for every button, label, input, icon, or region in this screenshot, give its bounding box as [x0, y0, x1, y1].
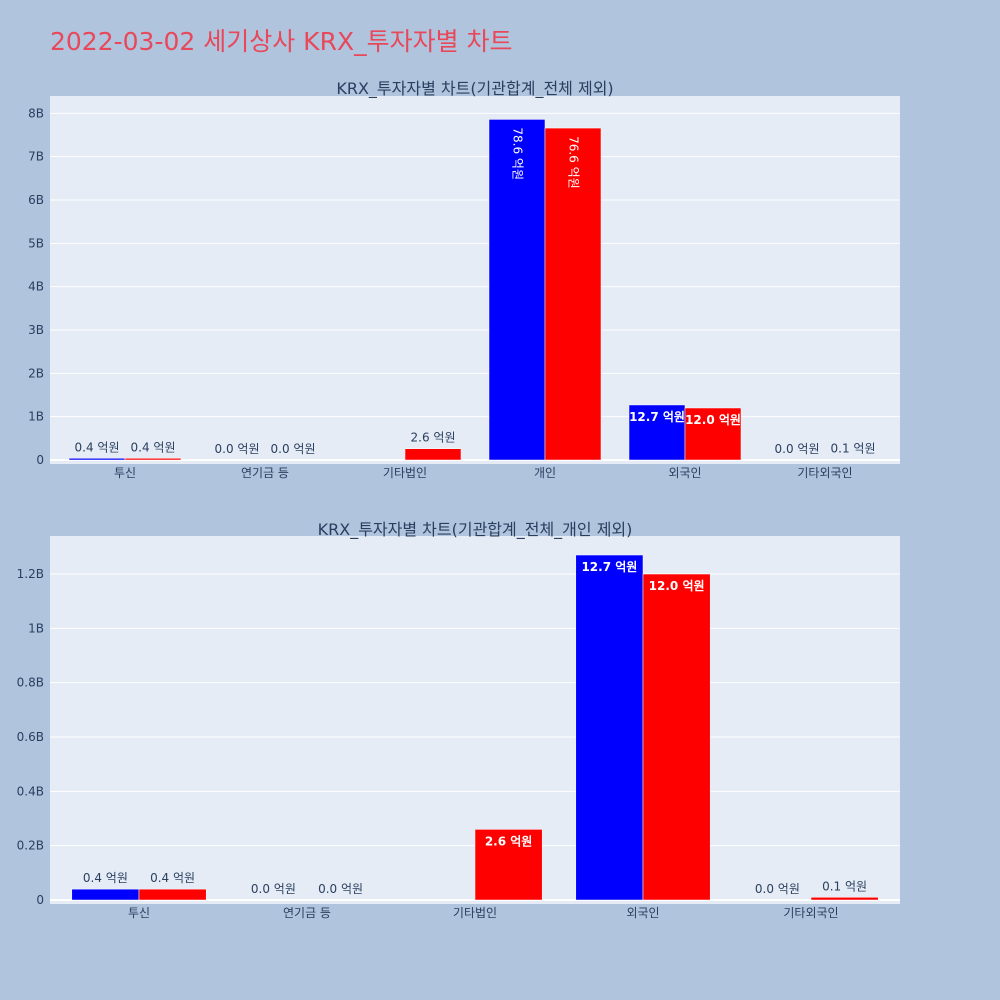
x-tick-label: 투신 [114, 466, 136, 480]
y-tick-label: 2B [28, 366, 44, 380]
data-label: 76.6 억원 [567, 136, 581, 189]
y-tick-label: 0.4B [17, 784, 44, 798]
data-label: 78.6 억원 [511, 127, 525, 180]
x-tick-label: 개인 [534, 466, 556, 480]
data-label: 12.0 억원 [649, 579, 705, 593]
x-tick-label: 기타외국인 [797, 466, 852, 480]
y-tick-label: 1B [28, 410, 44, 424]
x-tick-label: 외국인 [668, 466, 701, 480]
y-tick-label: 0.6B [17, 730, 44, 744]
data-label: 0.0 억원 [755, 882, 800, 896]
bar-red [544, 127, 602, 461]
x-axis: 투신 연기금 등 기타법인 외국인 기타외국인 [128, 906, 839, 920]
y-tick-label: 1.2B [17, 567, 44, 581]
x-tick-label: 외국인 [626, 906, 659, 920]
data-label: 0.0 억원 [271, 442, 316, 456]
chart-title: KRX_투자자별 차트(기관합계_전체 제외) [336, 79, 613, 99]
gridlines [50, 112, 900, 461]
y-tick-label: 0 [36, 893, 44, 907]
data-label: 2.6 억원 [485, 834, 533, 848]
data-label: 0.0 억원 [251, 882, 296, 896]
x-tick-label: 투신 [128, 906, 150, 920]
x-tick-label: 연기금 등 [283, 906, 331, 920]
data-label: 12.0 억원 [685, 413, 741, 427]
bar-blue [628, 404, 686, 461]
bar-red [124, 458, 182, 461]
y-tick-label: 6B [28, 193, 44, 207]
chart-top: KRX_투자자별 차트(기관합계_전체 제외) 0 1B 2B 3B 4B 5B 6B 7B 8… [28, 79, 900, 480]
data-label: 0.0 억원 [318, 882, 363, 896]
y-tick-label: 0 [36, 453, 44, 467]
data-label: 0.4 억원 [83, 871, 128, 885]
bar-red [474, 829, 543, 901]
data-label: 0.4 억원 [75, 440, 120, 454]
bar-red [684, 407, 742, 461]
bar-red [138, 888, 207, 901]
data-label: 2.6 억원 [411, 431, 456, 445]
bar-blue [68, 458, 126, 461]
bar-red [810, 897, 879, 901]
bar-blue [575, 554, 644, 901]
data-label: 0.0 억원 [215, 442, 260, 456]
y-tick-label: 5B [28, 236, 44, 250]
page-title: 2022-03-02 세기상사 KRX_투자자별 차트 [50, 27, 513, 56]
y-tick-label: 4B [28, 280, 44, 294]
y-tick-label: 0.2B [17, 839, 44, 853]
bars [68, 119, 882, 461]
y-axis: 0 1B 2B 3B 4B 5B 6B 7B 8B [28, 106, 44, 467]
data-label: 0.1 억원 [822, 879, 867, 893]
y-axis: 0 0.2B 0.4B 0.6B 0.8B 1B 1.2B [17, 567, 44, 907]
data-label: 0.1 억원 [831, 442, 876, 456]
bar-red [642, 573, 711, 901]
data-label: 12.7 억원 [629, 410, 685, 424]
bar-blue [71, 888, 140, 901]
y-tick-label: 7B [28, 150, 44, 164]
plot-area [50, 96, 900, 464]
y-tick-label: 0.8B [17, 676, 44, 690]
data-label: 0.0 억원 [775, 442, 820, 456]
data-label: 0.4 억원 [150, 871, 195, 885]
x-tick-label: 기타외국인 [783, 906, 838, 920]
chart-title: KRX_투자자별 차트(기관합계_전체_개인 제외) [318, 520, 633, 540]
data-labels: 0.4 억원 0.4 억원 0.0 억원 0.0 억원 2.6 억원 12.7 억원 12.… [83, 560, 867, 896]
bar-red [404, 448, 462, 461]
x-tick-label: 연기금 등 [241, 466, 289, 480]
x-tick-label: 기타법인 [383, 466, 427, 480]
bar-blue [488, 119, 546, 461]
x-tick-label: 기타법인 [453, 906, 497, 920]
data-labels: 0.4 억원 0.4 억원 0.0 억원 0.0 억원 2.6 억원 78.6 억원 76.… [75, 127, 876, 456]
chart-bottom: KRX_투자자별 차트(기관합계_전체_개인 제외) 0 0.2B 0.4B 0.6B… [17, 520, 900, 920]
bars [71, 554, 879, 901]
y-tick-label: 1B [28, 621, 44, 635]
data-label: 12.7 억원 [581, 560, 637, 574]
y-tick-label: 3B [28, 323, 44, 337]
x-axis: 투신 연기금 등 기타법인 개인 외국인 기타외국인 [114, 466, 853, 480]
data-label: 0.4 억원 [131, 440, 176, 454]
y-tick-label: 8B [28, 106, 44, 120]
